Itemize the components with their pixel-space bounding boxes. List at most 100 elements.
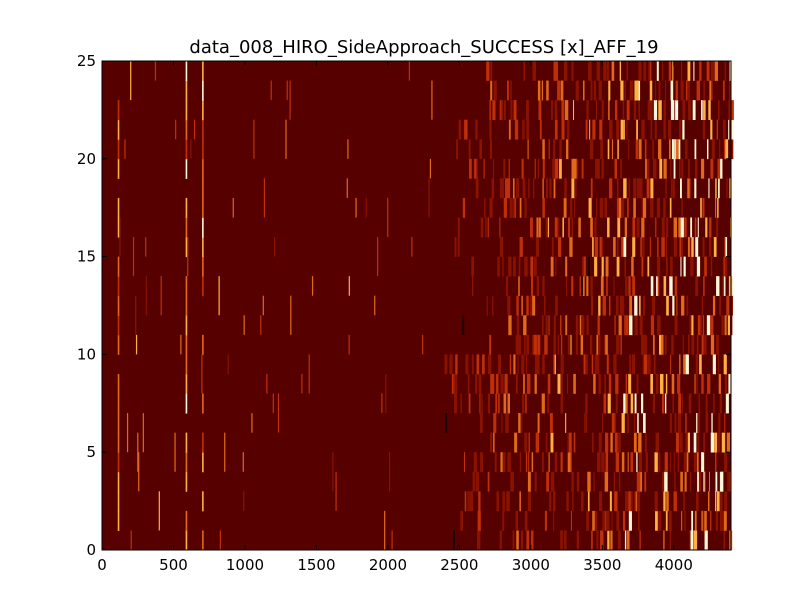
heatmap-cell (580, 334, 584, 355)
heatmap-cell (628, 491, 632, 512)
heatmap-cell (627, 413, 629, 433)
heatmap-cell (355, 197, 357, 218)
heatmap-cell (503, 452, 506, 473)
heatmap-cell (533, 334, 537, 355)
heatmap-cell (617, 432, 621, 453)
heatmap-cell (510, 471, 513, 492)
heatmap-cell (548, 139, 550, 160)
heatmap-cell (185, 471, 188, 492)
heatmap-cell (707, 373, 711, 394)
heatmap-cell (530, 295, 533, 316)
x-axis: 0 500 1000 1500 2000 2500 3000 3500 4000 (97, 61, 693, 574)
heatmap-cell (650, 61, 652, 81)
heatmap-cell (636, 452, 638, 473)
heatmap-cell (590, 217, 593, 238)
heatmap-cell (564, 100, 569, 120)
heatmap-cell (673, 237, 678, 257)
heatmap-cell (126, 413, 129, 453)
heatmap-cell (117, 295, 120, 316)
heatmap-cell (483, 158, 485, 179)
heatmap-cell (479, 413, 483, 433)
heatmap-cell (486, 61, 490, 81)
heatmap-cell (174, 432, 176, 472)
heatmap-cell (507, 80, 509, 101)
heatmap-cell (480, 217, 484, 238)
heatmap-cell (512, 530, 515, 551)
heatmap-cell (730, 139, 734, 160)
heatmap-cell (671, 373, 675, 394)
heatmap-cell (598, 334, 601, 355)
heatmap-cell (554, 119, 558, 140)
heatmap-cell (641, 393, 644, 414)
heatmap-cell (262, 295, 264, 316)
heatmap-cell (600, 530, 604, 551)
heatmap-cell (724, 61, 726, 81)
heatmap-cell (685, 413, 687, 433)
heatmap-cell (639, 315, 643, 336)
heatmap-cell (607, 393, 611, 414)
heatmap-cell (487, 217, 489, 238)
heatmap-cell (467, 354, 469, 375)
heatmap-cell (541, 80, 544, 101)
heatmap-cell (681, 197, 683, 218)
heatmap-cell (724, 491, 726, 512)
heatmap-cell (574, 197, 576, 218)
heatmap-cell (512, 197, 517, 218)
heatmap-cell (499, 354, 502, 375)
heatmap-cell (546, 80, 549, 101)
heatmap-cell (117, 217, 120, 238)
heatmap-cell (581, 491, 584, 512)
heatmap-cell (687, 237, 690, 257)
heatmap-cell (552, 491, 556, 512)
heatmap-cell (652, 334, 655, 355)
heatmap-cell (600, 139, 604, 160)
heatmap-cell (512, 471, 514, 492)
heatmap-cell (464, 491, 467, 512)
heatmap-cell (673, 158, 676, 179)
heatmap-cell (694, 510, 697, 531)
heatmap-cell (696, 80, 701, 101)
heatmap-cell (674, 471, 676, 492)
heatmap-cell (185, 452, 188, 473)
x-tick-label: 3500 (583, 556, 621, 574)
heatmap-cell (190, 139, 192, 159)
heatmap-cell (597, 452, 601, 473)
heatmap-cell (534, 158, 536, 179)
heatmap-cell (688, 100, 692, 120)
heatmap-cell (626, 100, 630, 120)
heatmap-cell (201, 354, 203, 394)
heatmap-cell (202, 197, 204, 218)
heatmap-cell (650, 276, 654, 297)
heatmap-cell (696, 334, 699, 355)
heatmap-cell (684, 510, 686, 531)
heatmap-cell (185, 315, 188, 336)
heatmap-cell (308, 354, 310, 394)
heatmap-cell (232, 197, 234, 218)
heatmap-cell (185, 432, 188, 453)
x-tick-label: 1500 (297, 556, 335, 574)
heatmap-cell (496, 491, 500, 512)
heatmap-cell (202, 178, 204, 199)
heatmap-cell (653, 100, 658, 120)
heatmap-cell (670, 100, 675, 120)
heatmap-cell (607, 217, 610, 238)
heatmap-cell (545, 217, 548, 238)
heatmap-cell (408, 61, 410, 81)
heatmap-cell (710, 158, 714, 179)
heatmap-cell (608, 295, 611, 316)
heatmap-cell (685, 80, 688, 101)
heatmap-cell (698, 393, 700, 414)
heatmap-cell (626, 530, 630, 551)
heatmap-cell (707, 491, 710, 512)
heatmap-cell (503, 197, 507, 218)
heatmap-cell (626, 119, 628, 140)
heatmap-cell (585, 393, 588, 414)
heatmap-cell (526, 119, 530, 140)
heatmap-cell (452, 530, 455, 550)
heatmap-cell (656, 276, 659, 297)
heatmap-cell (652, 139, 654, 160)
heatmap-cell (600, 276, 604, 297)
heatmap-cell (565, 256, 568, 277)
heatmap-cell (476, 530, 481, 551)
heatmap-cell (697, 315, 702, 336)
